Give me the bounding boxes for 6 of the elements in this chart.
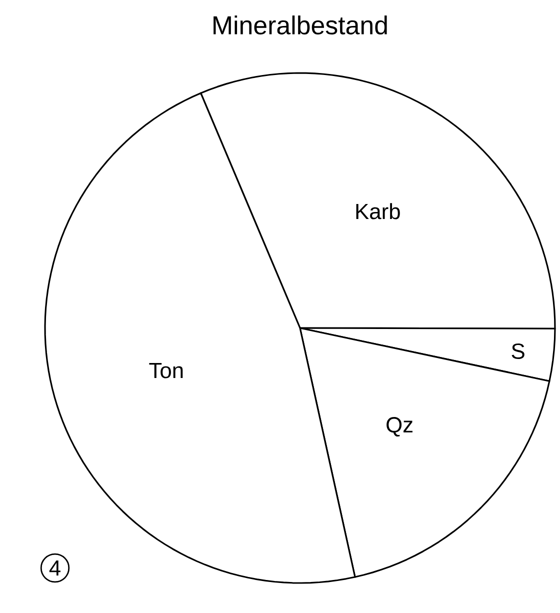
slice-label: Karb [356,203,400,220]
chart-title: Mineralbestand [214,15,387,35]
slice-label: Qz [386,417,412,437]
slice-label: S [512,343,524,359]
slice-label: Ton [149,362,183,378]
text: 4 [49,560,60,576]
